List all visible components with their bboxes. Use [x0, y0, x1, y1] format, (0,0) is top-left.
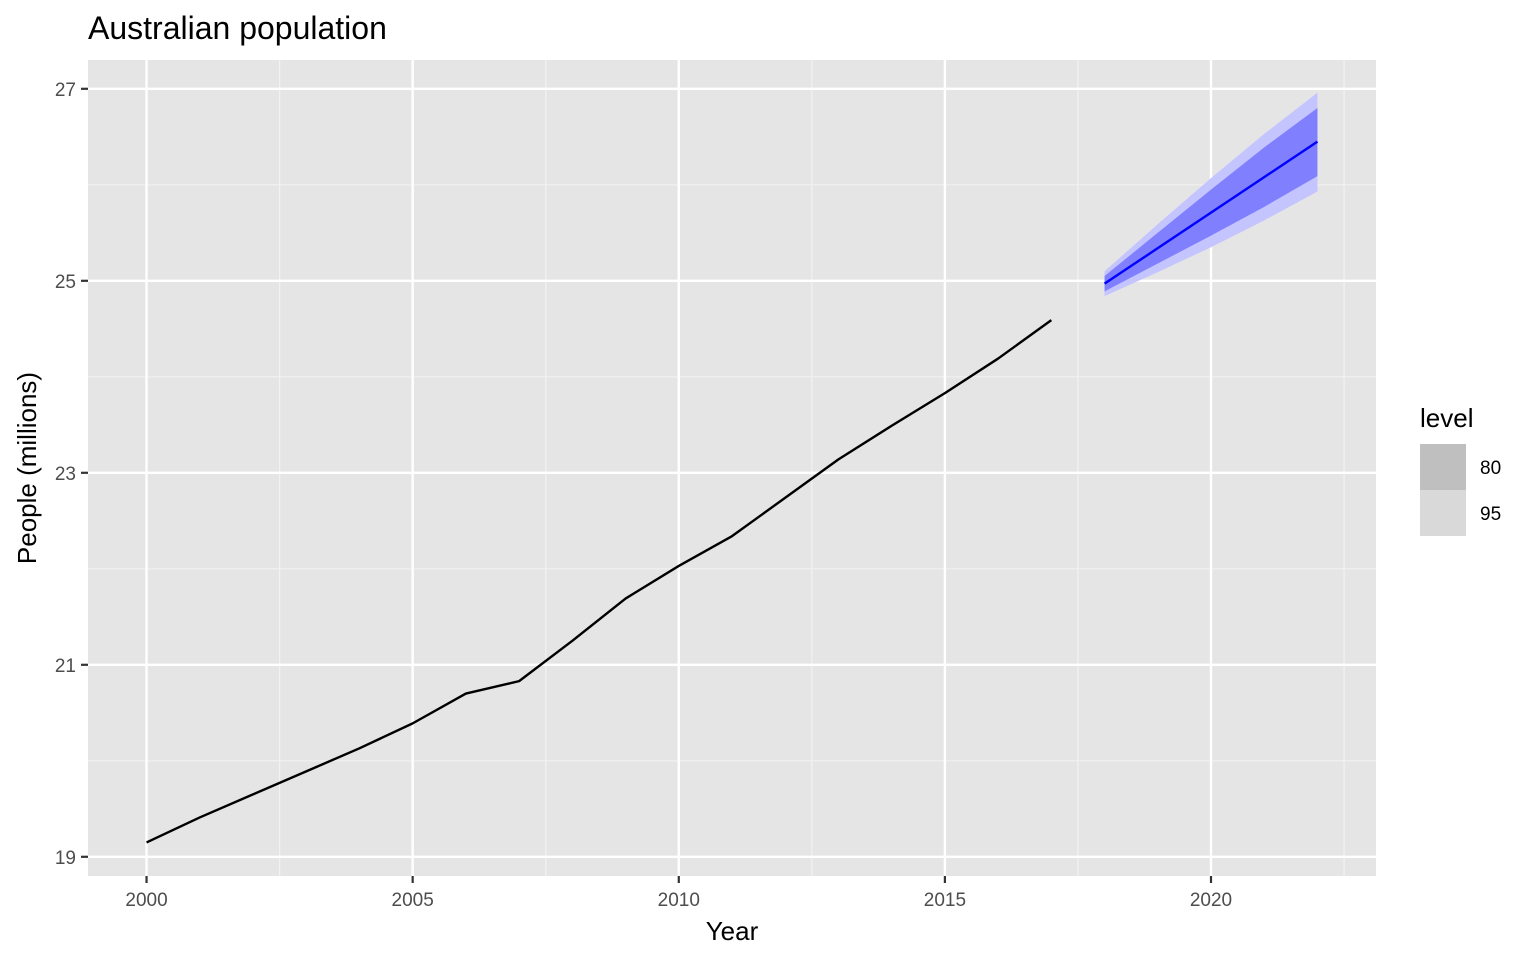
legend-label-95: 95: [1480, 504, 1501, 525]
legend-items: 80 95: [1420, 444, 1501, 536]
y-tick-label: 21: [55, 656, 76, 677]
y-tick-label: 19: [55, 848, 76, 869]
x-tick-label: 2005: [392, 890, 434, 911]
y-tick-label: 23: [55, 464, 76, 485]
x-tick-label: 2020: [1190, 890, 1232, 911]
series-lines: [146, 140, 1319, 844]
y-axis: 19 21 23 25 27: [55, 80, 88, 869]
y-axis-title: People (millions): [12, 372, 42, 564]
legend-label-80: 80: [1480, 458, 1501, 479]
plot-panel: [88, 60, 1376, 876]
legend-title: level: [1420, 403, 1473, 433]
legend-key-95: [1420, 490, 1466, 536]
legend-key-80: [1420, 444, 1466, 490]
y-tick-label: 27: [55, 80, 76, 101]
y-tick-label: 25: [55, 272, 76, 293]
grid-major: [88, 60, 1376, 876]
x-tick-label: 2000: [125, 890, 167, 911]
x-axis-title: Year: [706, 916, 759, 946]
x-tick-label: 2010: [658, 890, 700, 911]
x-tick-label: 2015: [924, 890, 966, 911]
x-axis: 2000 2005 2010 2015 2020: [125, 876, 1232, 911]
chart-title: Australian population: [88, 10, 387, 46]
interval-band-80: [1104, 108, 1318, 292]
forecast-intervals: [1104, 92, 1318, 297]
legend: level 80 95: [1420, 403, 1501, 536]
line-observed: [146, 319, 1053, 844]
grid-minor: [88, 60, 1376, 876]
